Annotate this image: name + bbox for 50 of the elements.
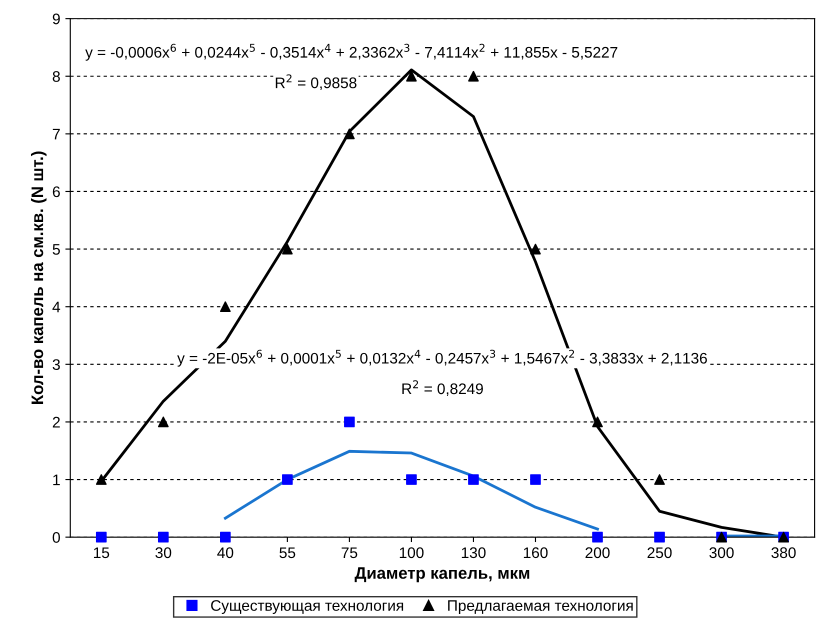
y-tick-label: 2 — [52, 416, 60, 428]
point — [344, 416, 355, 428]
annotation: R$^{2}$ = 0,9858 — [276, 74, 356, 90]
point — [654, 474, 665, 485]
y-tick-label: 6 — [52, 186, 60, 198]
annotation: R$^{2}$ = 0,8249 — [402, 380, 483, 396]
x-tick-label: 200 — [586, 547, 610, 558]
x-axis-title: Диаметр капель, мкм — [354, 567, 530, 582]
legend-label: Предлагаемая технология — [448, 600, 633, 614]
y-tick-label: 1 — [53, 474, 60, 486]
point — [282, 244, 293, 254]
y-tick-label: 4 — [52, 302, 60, 312]
x-tick-label: 100 — [400, 547, 424, 558]
point — [96, 474, 107, 485]
y-tick-label: 7 — [52, 128, 60, 140]
x-tick-label: 130 — [462, 547, 486, 558]
point — [592, 416, 603, 428]
y-tick-label: 9 — [52, 14, 60, 24]
point — [592, 532, 603, 543]
text: y = -2E-05x$^{6}$ + 0,0001x$^{5}$ + 0,0132x$^{4}$ - 0,2457x$^{3}$ + 1,5467x$^{2}$ - 3,3833x + 2,1136 — [177, 350, 707, 367]
point — [468, 474, 479, 485]
x-tick-label: 15 — [94, 547, 110, 558]
point — [220, 532, 231, 543]
y-tick-label: 5 — [52, 244, 60, 255]
y-tick-label: 8 — [52, 71, 60, 82]
text: y = -0,0006x$^{6}$ + 0,0244x$^{5}$ - 0,3514x$^{4}$ + 2,3362x$^{3}$ - 7,4114x$^{2}$ + 11,855x - 5,5227 — [85, 44, 618, 61]
point — [282, 474, 293, 485]
point — [220, 301, 231, 312]
y-tick-label: 0 — [52, 532, 60, 543]
point — [654, 532, 665, 543]
point — [406, 474, 417, 485]
x-tick-label: 75 — [342, 547, 358, 558]
x-tick-label: 160 — [524, 547, 548, 558]
y-axis-title: Кол-во капель на см.кв. (N шт.) — [30, 152, 47, 404]
point — [530, 474, 541, 485]
point — [158, 416, 169, 428]
y-tick-label: 3 — [52, 359, 60, 370]
x-tick-label: 300 — [709, 547, 734, 558]
point — [530, 244, 541, 254]
point — [406, 70, 417, 82]
legend-label: Существующая технология — [211, 600, 404, 614]
point — [344, 128, 355, 140]
x-tick-label: 250 — [648, 547, 672, 558]
point — [468, 70, 479, 82]
point — [96, 532, 107, 543]
x-tick-label: 40 — [217, 547, 234, 558]
point — [158, 532, 169, 543]
x-tick-label: 30 — [155, 547, 172, 558]
x-tick-label: 380 — [771, 547, 796, 558]
x-tick-label: 55 — [280, 547, 296, 558]
